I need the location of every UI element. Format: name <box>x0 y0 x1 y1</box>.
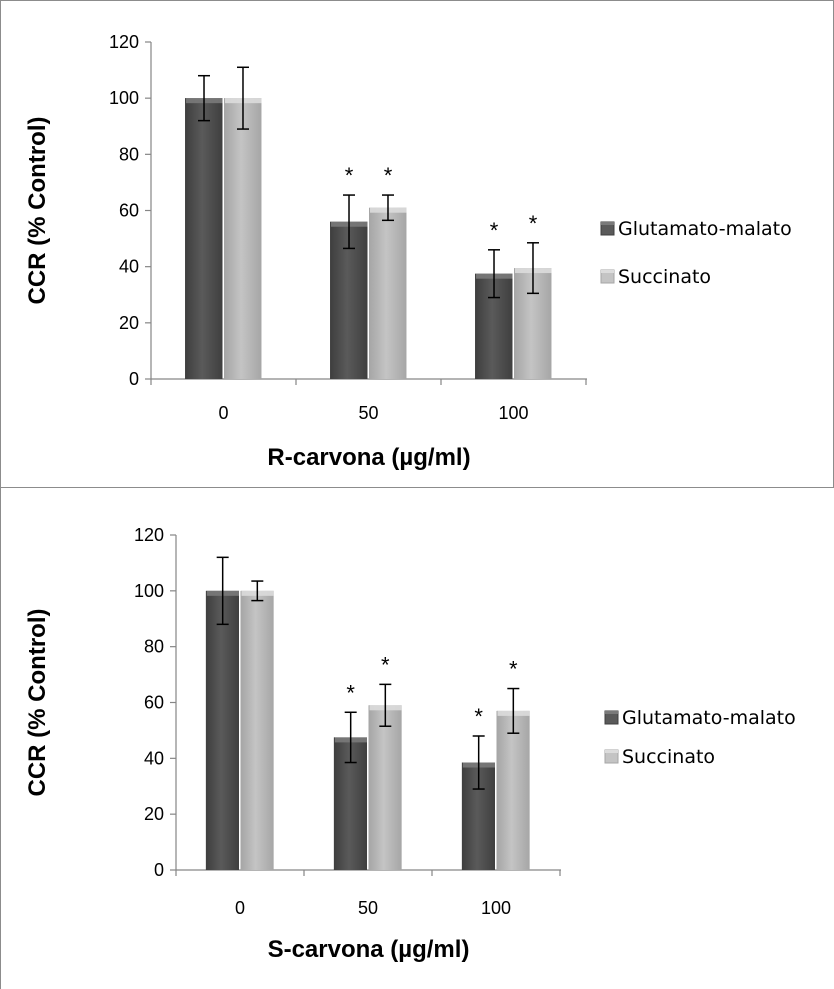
legend-swatch-top <box>605 750 618 753</box>
legend-swatch-top <box>605 711 618 714</box>
bar-face <box>497 710 530 870</box>
legend-swatch-top <box>601 222 614 225</box>
x-axis-title: R-carvona (µg/ml) <box>267 444 470 471</box>
y-tick-label: 60 <box>144 693 164 713</box>
significance-star: * <box>381 652 390 677</box>
bar-face <box>369 207 407 379</box>
bar-succinato-0 <box>240 590 274 870</box>
x-tick-label: 100 <box>481 898 511 918</box>
significance-star: * <box>490 218 499 243</box>
x-tick-label: 100 <box>498 403 528 423</box>
y-axis-title: CCR (% Control) <box>24 609 51 797</box>
bar-succinato-50 <box>368 705 402 870</box>
chart-panel-s-carvona: 0 20 40 60 80 100 120 0 * * 50 * * 100 CCR (% Control)… <box>0 488 834 989</box>
y-tick-label: 0 <box>129 369 139 389</box>
y-axis-title: CCR (% Control) <box>24 117 51 305</box>
chart-panel-r-carvona: 0 20 40 60 80 100 120 0 * * 50 * * 100 CCR (% Control)… <box>0 0 834 488</box>
chart-r-carvona: 0 20 40 60 80 100 120 0 * * 50 * * 100 CCR (% Control)… <box>24 32 792 471</box>
legend-swatch-top <box>601 270 614 273</box>
legend-item-succinato: Succinato <box>600 266 711 288</box>
legend-label: Succinato <box>618 266 711 288</box>
significance-star: * <box>529 211 538 236</box>
legend: Glutamato-malato Succinato <box>604 707 796 768</box>
bar-glutamato-malato-0 <box>205 590 239 870</box>
y-tick-label: 120 <box>134 525 164 545</box>
x-tick-label: 50 <box>358 403 378 423</box>
y-tick-label: 20 <box>119 313 139 333</box>
chart-s-carvona: 0 20 40 60 80 100 120 0 * * 50 * * 100 CCR (% Control)… <box>24 525 796 963</box>
y-tick-label: 100 <box>134 581 164 601</box>
bar-face <box>206 590 239 870</box>
y-tick-label: 80 <box>144 637 164 657</box>
y-tick-label: 40 <box>119 257 139 277</box>
bar-glutamato-malato-0 <box>185 98 223 380</box>
y-tick-label: 0 <box>154 860 164 880</box>
bar-face <box>185 98 223 380</box>
significance-star: * <box>346 680 355 705</box>
legend-label: Glutamato-malato <box>622 707 796 729</box>
legend-item-succinato: Succinato <box>604 746 715 768</box>
bar-face <box>224 98 262 380</box>
legend-label: Succinato <box>622 746 715 768</box>
y-tick-label: 100 <box>109 88 139 108</box>
bar-face <box>369 705 402 870</box>
y-tick-label: 40 <box>144 748 164 768</box>
legend-label: Glutamato-malato <box>618 218 792 240</box>
x-tick-label: 0 <box>218 403 228 423</box>
x-axis-title: S-carvona (µg/ml) <box>268 936 470 963</box>
y-tick-label: 20 <box>144 804 164 824</box>
bar-succinato-0 <box>224 98 262 380</box>
bar-face <box>241 590 274 870</box>
legend-item-glutamato-malato: Glutamato-malato <box>604 707 796 729</box>
significance-star: * <box>345 163 354 188</box>
x-tick-label: 0 <box>235 898 245 918</box>
y-tick-label: 80 <box>119 144 139 164</box>
y-tick-label: 120 <box>109 32 139 52</box>
y-tick-label: 60 <box>119 201 139 221</box>
significance-star: * <box>509 657 518 682</box>
bar-succinato-50 <box>369 207 407 379</box>
x-tick-label: 50 <box>358 898 378 918</box>
bar-succinato-100 <box>496 710 530 870</box>
significance-star: * <box>384 163 393 188</box>
significance-star: * <box>474 704 483 729</box>
legend: Glutamato-malato Succinato <box>600 218 792 288</box>
legend-item-glutamato-malato: Glutamato-malato <box>600 218 792 240</box>
